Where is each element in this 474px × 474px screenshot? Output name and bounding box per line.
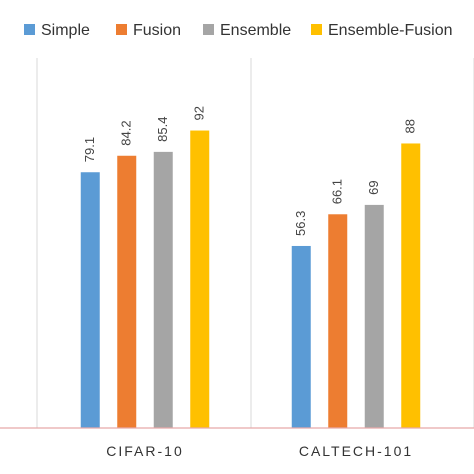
bar-ensemble bbox=[364, 204, 384, 428]
legend-swatch bbox=[24, 24, 35, 35]
chart-legend: Simple Fusion Ensemble Ensemble-Fusion bbox=[24, 22, 453, 39]
bar-simple bbox=[291, 245, 311, 428]
legend-swatch bbox=[203, 24, 214, 35]
value-labels: 79.1 84.2 85.4 92 56.3 66.1 69 88 bbox=[82, 106, 418, 236]
legend-swatch bbox=[116, 24, 127, 35]
legend-item: Simple bbox=[24, 22, 90, 39]
bar-value-label: 79.1 bbox=[82, 137, 97, 162]
legend-item: Ensemble bbox=[203, 22, 291, 39]
legend-item: Ensemble-Fusion bbox=[311, 22, 453, 39]
bar-value-label: 66.1 bbox=[330, 179, 345, 204]
bar-value-label: 88 bbox=[403, 119, 418, 133]
category-dividers bbox=[36, 58, 474, 428]
bar-fusion bbox=[117, 155, 137, 428]
x-tick-label: CIFAR-10 bbox=[106, 443, 183, 459]
bar-ensemble-fusion bbox=[190, 130, 210, 429]
legend-label: Simple bbox=[41, 22, 90, 39]
bar-ensemble bbox=[153, 151, 173, 428]
legend-swatch bbox=[311, 24, 322, 35]
bar-fusion bbox=[328, 214, 348, 428]
legend-label: Ensemble-Fusion bbox=[328, 22, 453, 39]
bar-simple bbox=[80, 172, 100, 428]
legend-label: Ensemble bbox=[220, 22, 291, 39]
legend-item: Fusion bbox=[116, 22, 181, 39]
bar-ensemble-fusion bbox=[401, 143, 421, 428]
bar-value-label: 84.2 bbox=[119, 120, 134, 145]
bar-value-label: 92 bbox=[192, 106, 207, 120]
bar-group bbox=[80, 130, 421, 429]
x-axis-ticks: CIFAR-10 CALTECH-101 bbox=[106, 443, 413, 459]
bar-value-label: 56.3 bbox=[293, 211, 308, 236]
bar-value-label: 69 bbox=[366, 180, 381, 194]
legend-label: Fusion bbox=[133, 22, 181, 39]
x-tick-label: CALTECH-101 bbox=[299, 443, 413, 459]
bar-value-label: 85.4 bbox=[155, 117, 170, 142]
